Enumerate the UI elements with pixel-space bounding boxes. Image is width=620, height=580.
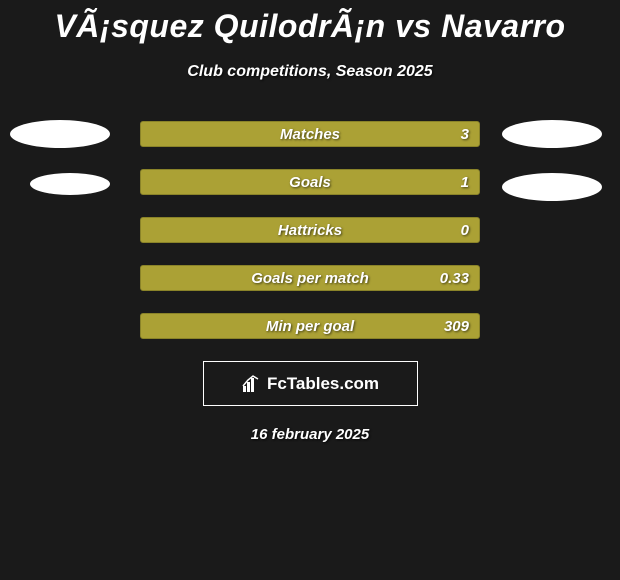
page-title: VÃ¡squez QuilodrÃ¡n vs Navarro xyxy=(0,8,620,45)
stat-bar: Hattricks 0 xyxy=(140,217,480,243)
stat-value: 1 xyxy=(461,174,469,191)
stat-value: 3 xyxy=(461,126,469,143)
player-marker-right xyxy=(502,173,602,201)
stat-row-hattricks: Hattricks 0 xyxy=(0,217,620,243)
stat-label: Matches xyxy=(280,126,340,143)
stat-row-matches: Matches 3 xyxy=(0,121,620,147)
chart-icon xyxy=(241,374,261,394)
stat-row-min-per-goal: Min per goal 309 xyxy=(0,313,620,339)
player-marker-left xyxy=(10,120,110,148)
stat-bar: Goals 1 xyxy=(140,169,480,195)
date-text: 16 february 2025 xyxy=(0,426,620,443)
logo-box: FcTables.com xyxy=(203,361,418,406)
stats-area: Matches 3 Goals 1 Hattricks 0 Goals per … xyxy=(0,121,620,339)
stat-value: 309 xyxy=(444,318,469,335)
logo-text: FcTables.com xyxy=(267,374,379,394)
stat-bar: Goals per match 0.33 xyxy=(140,265,480,291)
stat-bar: Matches 3 xyxy=(140,121,480,147)
player-marker-right xyxy=(502,120,602,148)
stat-value: 0 xyxy=(461,222,469,239)
stat-bar: Min per goal 309 xyxy=(140,313,480,339)
stat-label: Hattricks xyxy=(278,222,342,239)
stat-label: Goals xyxy=(289,174,331,191)
stat-row-goals-per-match: Goals per match 0.33 xyxy=(0,265,620,291)
stat-label: Min per goal xyxy=(266,318,354,335)
stat-value: 0.33 xyxy=(440,270,469,287)
main-container: VÃ¡squez QuilodrÃ¡n vs Navarro Club comp… xyxy=(0,0,620,580)
page-subtitle: Club competitions, Season 2025 xyxy=(0,63,620,81)
stat-label: Goals per match xyxy=(251,270,369,287)
player-marker-left xyxy=(30,173,110,195)
stat-row-goals: Goals 1 xyxy=(0,169,620,195)
